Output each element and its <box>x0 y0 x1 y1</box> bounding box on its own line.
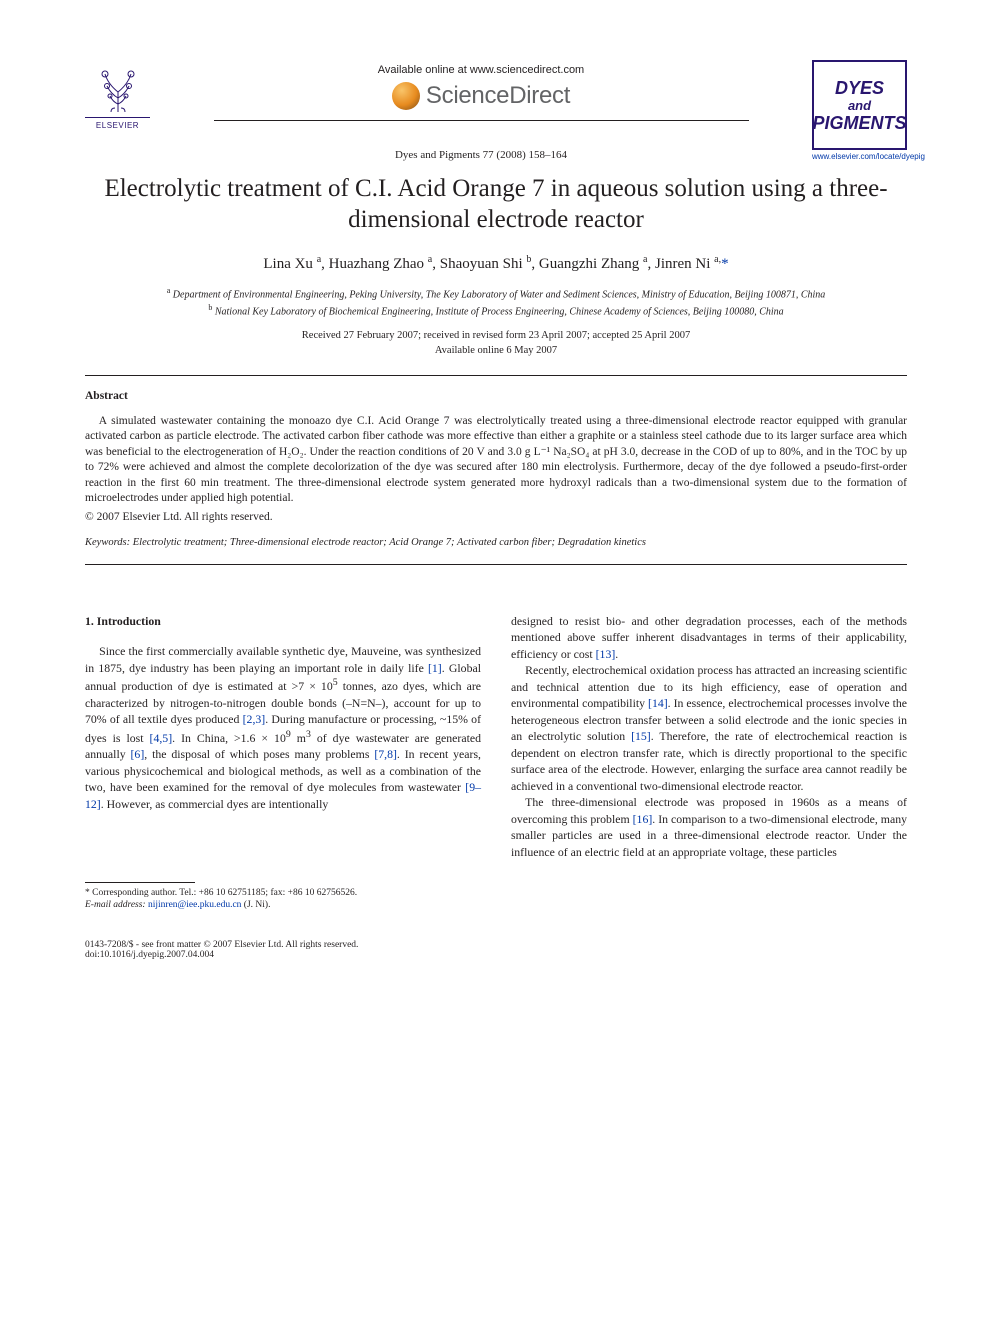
footer-doi: doi:10.1016/j.dyepig.2007.04.004 <box>85 950 358 960</box>
keywords: Keywords: Electrolytic treatment; Three-… <box>85 537 907 548</box>
dates-online: Available online 6 May 2007 <box>85 344 907 359</box>
section-1-heading: 1. Introduction <box>85 613 481 630</box>
journal-url[interactable]: www.elsevier.com/locate/dyepig <box>812 152 907 161</box>
article-dates: Received 27 February 2007; received in r… <box>85 329 907 358</box>
affiliation-a: a Department of Environmental Engineerin… <box>85 285 907 302</box>
footer-left: 0143-7208/$ - see front matter © 2007 El… <box>85 940 358 960</box>
center-header: Available online at www.sciencedirect.co… <box>150 60 812 161</box>
rule-below-keywords <box>85 564 907 565</box>
keywords-text: Electrolytic treatment; Three-dimensiona… <box>133 537 646 548</box>
affiliations: a Department of Environmental Engineerin… <box>85 285 907 320</box>
abstract-body: A simulated wastewater containing the mo… <box>85 414 907 507</box>
email-address[interactable]: nijinren@iee.pku.edu.cn <box>148 900 241 910</box>
dates-received: Received 27 February 2007; received in r… <box>85 329 907 344</box>
abstract-heading: Abstract <box>85 390 907 402</box>
elsevier-logo: ELSEVIER <box>85 60 150 135</box>
abstract-copyright: © 2007 Elsevier Ltd. All rights reserved… <box>85 511 907 523</box>
cover-title-line3: PIGMENTS <box>813 114 907 132</box>
cover-title-line1: DYES <box>835 79 884 97</box>
right-column: designed to resist bio- and other degrad… <box>511 613 907 912</box>
intro-paragraph-cont: designed to resist bio- and other degrad… <box>511 613 907 663</box>
footnote-separator <box>85 882 195 883</box>
intro-paragraph-2: Recently, electrochemical oxidation proc… <box>511 662 907 794</box>
sciencedirect-ball-icon <box>392 82 420 110</box>
rule-above-abstract <box>85 375 907 376</box>
abstract-paragraph: A simulated wastewater containing the mo… <box>85 414 907 507</box>
elsevier-label: ELSEVIER <box>85 121 150 130</box>
journal-cover: DYES and PIGMENTS www.elsevier.com/locat… <box>812 60 907 161</box>
footer-copyright: 0143-7208/$ - see front matter © 2007 El… <box>85 940 358 950</box>
article-title: Electrolytic treatment of C.I. Acid Oran… <box>85 173 907 236</box>
journal-reference: Dyes and Pigments 77 (2008) 158–164 <box>150 149 812 161</box>
publisher-header: ELSEVIER Available online at www.science… <box>85 60 907 161</box>
intro-paragraph-1: Since the first commercially available s… <box>85 643 481 812</box>
body-columns: 1. Introduction Since the first commerci… <box>85 613 907 912</box>
page-footer: 0143-7208/$ - see front matter © 2007 El… <box>85 940 907 960</box>
footnotes: * Corresponding author. Tel.: +86 10 627… <box>85 887 481 912</box>
affiliation-b: b National Key Laboratory of Biochemical… <box>85 302 907 319</box>
header-rule <box>214 120 749 121</box>
corresponding-author-note: * Corresponding author. Tel.: +86 10 627… <box>85 887 481 899</box>
email-line: E-mail address: nijinren@iee.pku.edu.cn … <box>85 899 481 911</box>
sciencedirect-logo: ScienceDirect <box>150 82 812 110</box>
journal-cover-box: DYES and PIGMENTS <box>812 60 907 150</box>
available-online-text: Available online at www.sciencedirect.co… <box>150 64 812 76</box>
elsevier-tree-icon <box>85 60 150 118</box>
left-column: 1. Introduction Since the first commerci… <box>85 613 481 912</box>
sciencedirect-text: ScienceDirect <box>426 82 570 110</box>
keywords-label: Keywords: <box>85 537 130 548</box>
authors-line: Lina Xu a, Huazhang Zhao a, Shaoyuan Shi… <box>85 254 907 273</box>
cover-title-line2: and <box>848 99 871 112</box>
email-suffix: (J. Ni). <box>244 900 271 910</box>
intro-paragraph-3: The three-dimensional electrode was prop… <box>511 794 907 860</box>
email-label: E-mail address: <box>85 900 146 910</box>
